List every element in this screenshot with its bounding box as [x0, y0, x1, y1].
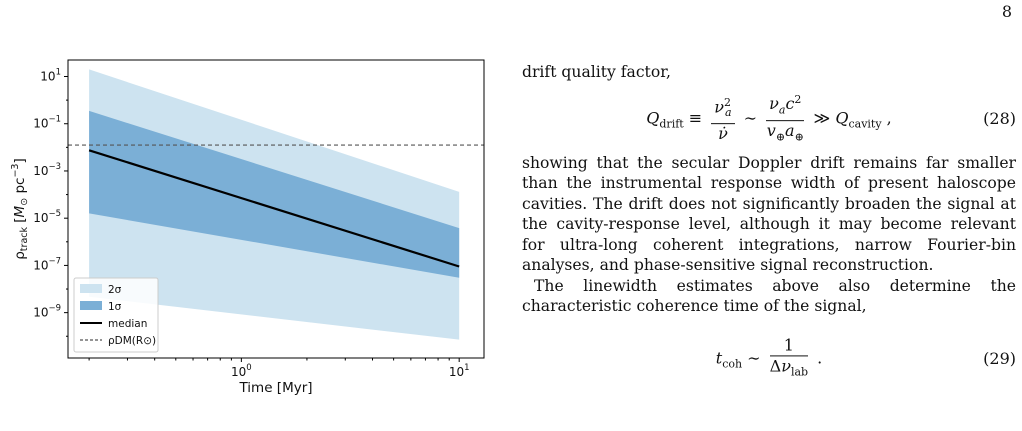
paragraph-1: showing that the secular Doppler drift r…	[522, 153, 1016, 275]
legend-label: 2σ	[108, 284, 122, 296]
legend-swatch	[80, 301, 102, 310]
legend-label: 1σ	[108, 301, 122, 313]
plot-frame	[67, 59, 485, 359]
legend-swatch	[80, 284, 102, 293]
legend-label: median	[108, 318, 147, 330]
intro-text: drift quality factor,	[522, 63, 671, 81]
tick-label: 101	[40, 68, 61, 84]
tick-label: 10−3	[33, 162, 61, 178]
page-number: 8	[1001, 2, 1012, 21]
tick-label: 100	[231, 363, 252, 379]
equation-28-number: (28)	[983, 108, 1016, 128]
band-1σ	[89, 110, 460, 278]
tick-label: 10−9	[33, 304, 61, 320]
median-line	[88, 149, 460, 268]
tick-label: 10−1	[33, 115, 61, 131]
equation-29: tcoh ∼ 1 Δνlab . (29)	[715, 334, 1016, 379]
equation-28: Qdrift ≡ ν2a ν̇ ∼ νac2 v⊕a⊕ ≫ Qcavity , (2…	[646, 92, 1016, 144]
equation-29-number: (29)	[983, 348, 1016, 368]
legend-label: ρDM(R⊙)	[108, 335, 156, 347]
paragraph-2: The linewidth estimates above also deter…	[522, 276, 1016, 316]
legend-box	[73, 277, 159, 353]
tick-label: 101	[449, 363, 470, 379]
density-track-chart: 10−9 10−7 10−5 10−3 10−1 101 100 101 Time [Myr] ρ…	[10, 59, 485, 396]
x-axis-label: Time [Myr]	[238, 380, 312, 396]
text-column: drift quality factor, Qdrift ≡ ν2a ν̇ ∼ ν…	[522, 62, 1016, 393]
tick-label: 10−5	[33, 209, 61, 225]
y-axis-label: ρtrack [M⊙ pc−3]	[10, 158, 30, 260]
tick-label: 10−7	[33, 256, 61, 272]
